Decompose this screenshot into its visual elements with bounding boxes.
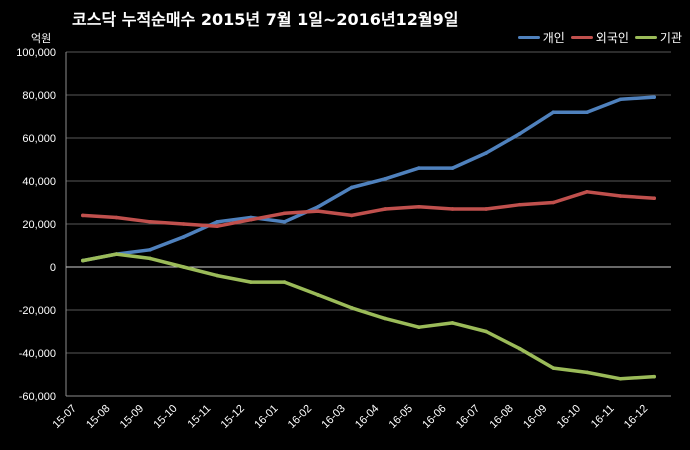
data-point [249,280,253,284]
x-tick-label: 15-10 [151,403,179,431]
data-point [282,211,287,216]
data-point [652,374,656,379]
x-tick-label: 16-08 [487,403,515,431]
y-tick-label: -40,000 [19,348,56,360]
data-point [316,209,320,213]
data-point [181,235,186,239]
x-tick-label: 16-01 [252,403,280,431]
x-tick-label: 16-06 [420,403,448,431]
x-tick-label: 15-12 [219,403,247,431]
x-tick-label: 15-08 [84,403,112,431]
x-tick-label: 16-12 [622,403,650,431]
data-point [215,273,220,278]
data-point [215,224,220,228]
chart-title: 코스닥 누적순매수 2015년 7월 1일~2016년12월9일 [72,10,459,29]
y-tick-label: 20,000 [22,219,56,231]
data-point [551,200,556,205]
x-tick-label: 15-09 [118,403,146,431]
legend: 개인 외국인 기관 [517,29,682,46]
data-point [484,329,488,334]
data-point [349,306,354,310]
data-point [148,248,152,252]
data-point [517,131,522,136]
legend-label-individual: 개인 [542,31,565,45]
data-point [652,196,656,200]
data-point [181,222,186,226]
x-tick-label: 15-07 [51,403,79,431]
series-line-2 [81,252,656,381]
data-point [215,220,220,224]
data-point [618,194,623,198]
data-point [585,370,589,375]
x-tick-label: 15-11 [186,403,214,431]
data-point [383,316,388,321]
data-point [450,207,455,211]
data-point [148,220,152,224]
legend-swatch-foreign [570,36,593,39]
legend-swatch-individual [517,36,540,39]
y-tick-label: 60,000 [22,133,56,145]
data-point [618,377,623,381]
x-tick-label: 16-07 [454,403,482,431]
series-line-1 [81,190,656,228]
legend-label-foreign: 외국인 [595,31,629,45]
data-point [349,213,354,218]
y-axis-unit: 억원 [31,32,52,45]
legend-item-foreign: 외국인 [570,29,629,46]
data-point [551,110,556,114]
data-point [383,207,388,211]
x-tick-label: 16-02 [286,403,314,431]
y-tick-label: 100,000 [16,47,56,59]
x-tick-label: 16-10 [555,403,583,431]
data-point [484,207,488,211]
data-point [417,166,421,170]
data-point [81,213,85,218]
data-point [551,366,556,370]
data-point [417,205,421,209]
data-point [618,97,623,102]
data-point [484,151,488,155]
data-point [349,185,354,190]
data-point [282,280,287,284]
data-point [450,321,455,325]
data-point [148,256,152,261]
x-tick-label: 16-11 [589,403,617,431]
legend-item-institution: 기관 [634,29,682,46]
data-point [249,217,253,222]
legend-item-individual: 개인 [517,29,565,46]
legend-label-institution: 기관 [659,31,682,45]
y-tick-label: -20,000 [19,305,56,317]
data-point [585,189,589,194]
data-point [114,252,119,256]
x-tick-label: 16-03 [319,403,347,431]
data-point [181,265,186,269]
series-line-0 [81,95,656,263]
x-tick-label: 16-09 [521,403,549,431]
data-point [517,346,522,351]
data-point [316,205,320,209]
data-point [517,202,522,207]
x-tick-label: 16-05 [387,403,415,431]
x-tick-label: 16-04 [353,403,381,431]
y-tick-label: -60,000 [19,391,56,403]
data-point [450,166,455,170]
y-tick-label: 0 [50,262,56,274]
legend-swatch-institution [634,36,657,39]
data-point [114,215,119,220]
data-point [585,110,589,114]
data-point [282,220,287,224]
y-tick-label: 40,000 [22,176,56,188]
y-tick-label: 80,000 [22,90,56,102]
data-point [417,325,421,330]
data-point [81,258,85,263]
data-point [383,177,388,181]
data-point [316,293,320,297]
data-point [652,95,656,99]
